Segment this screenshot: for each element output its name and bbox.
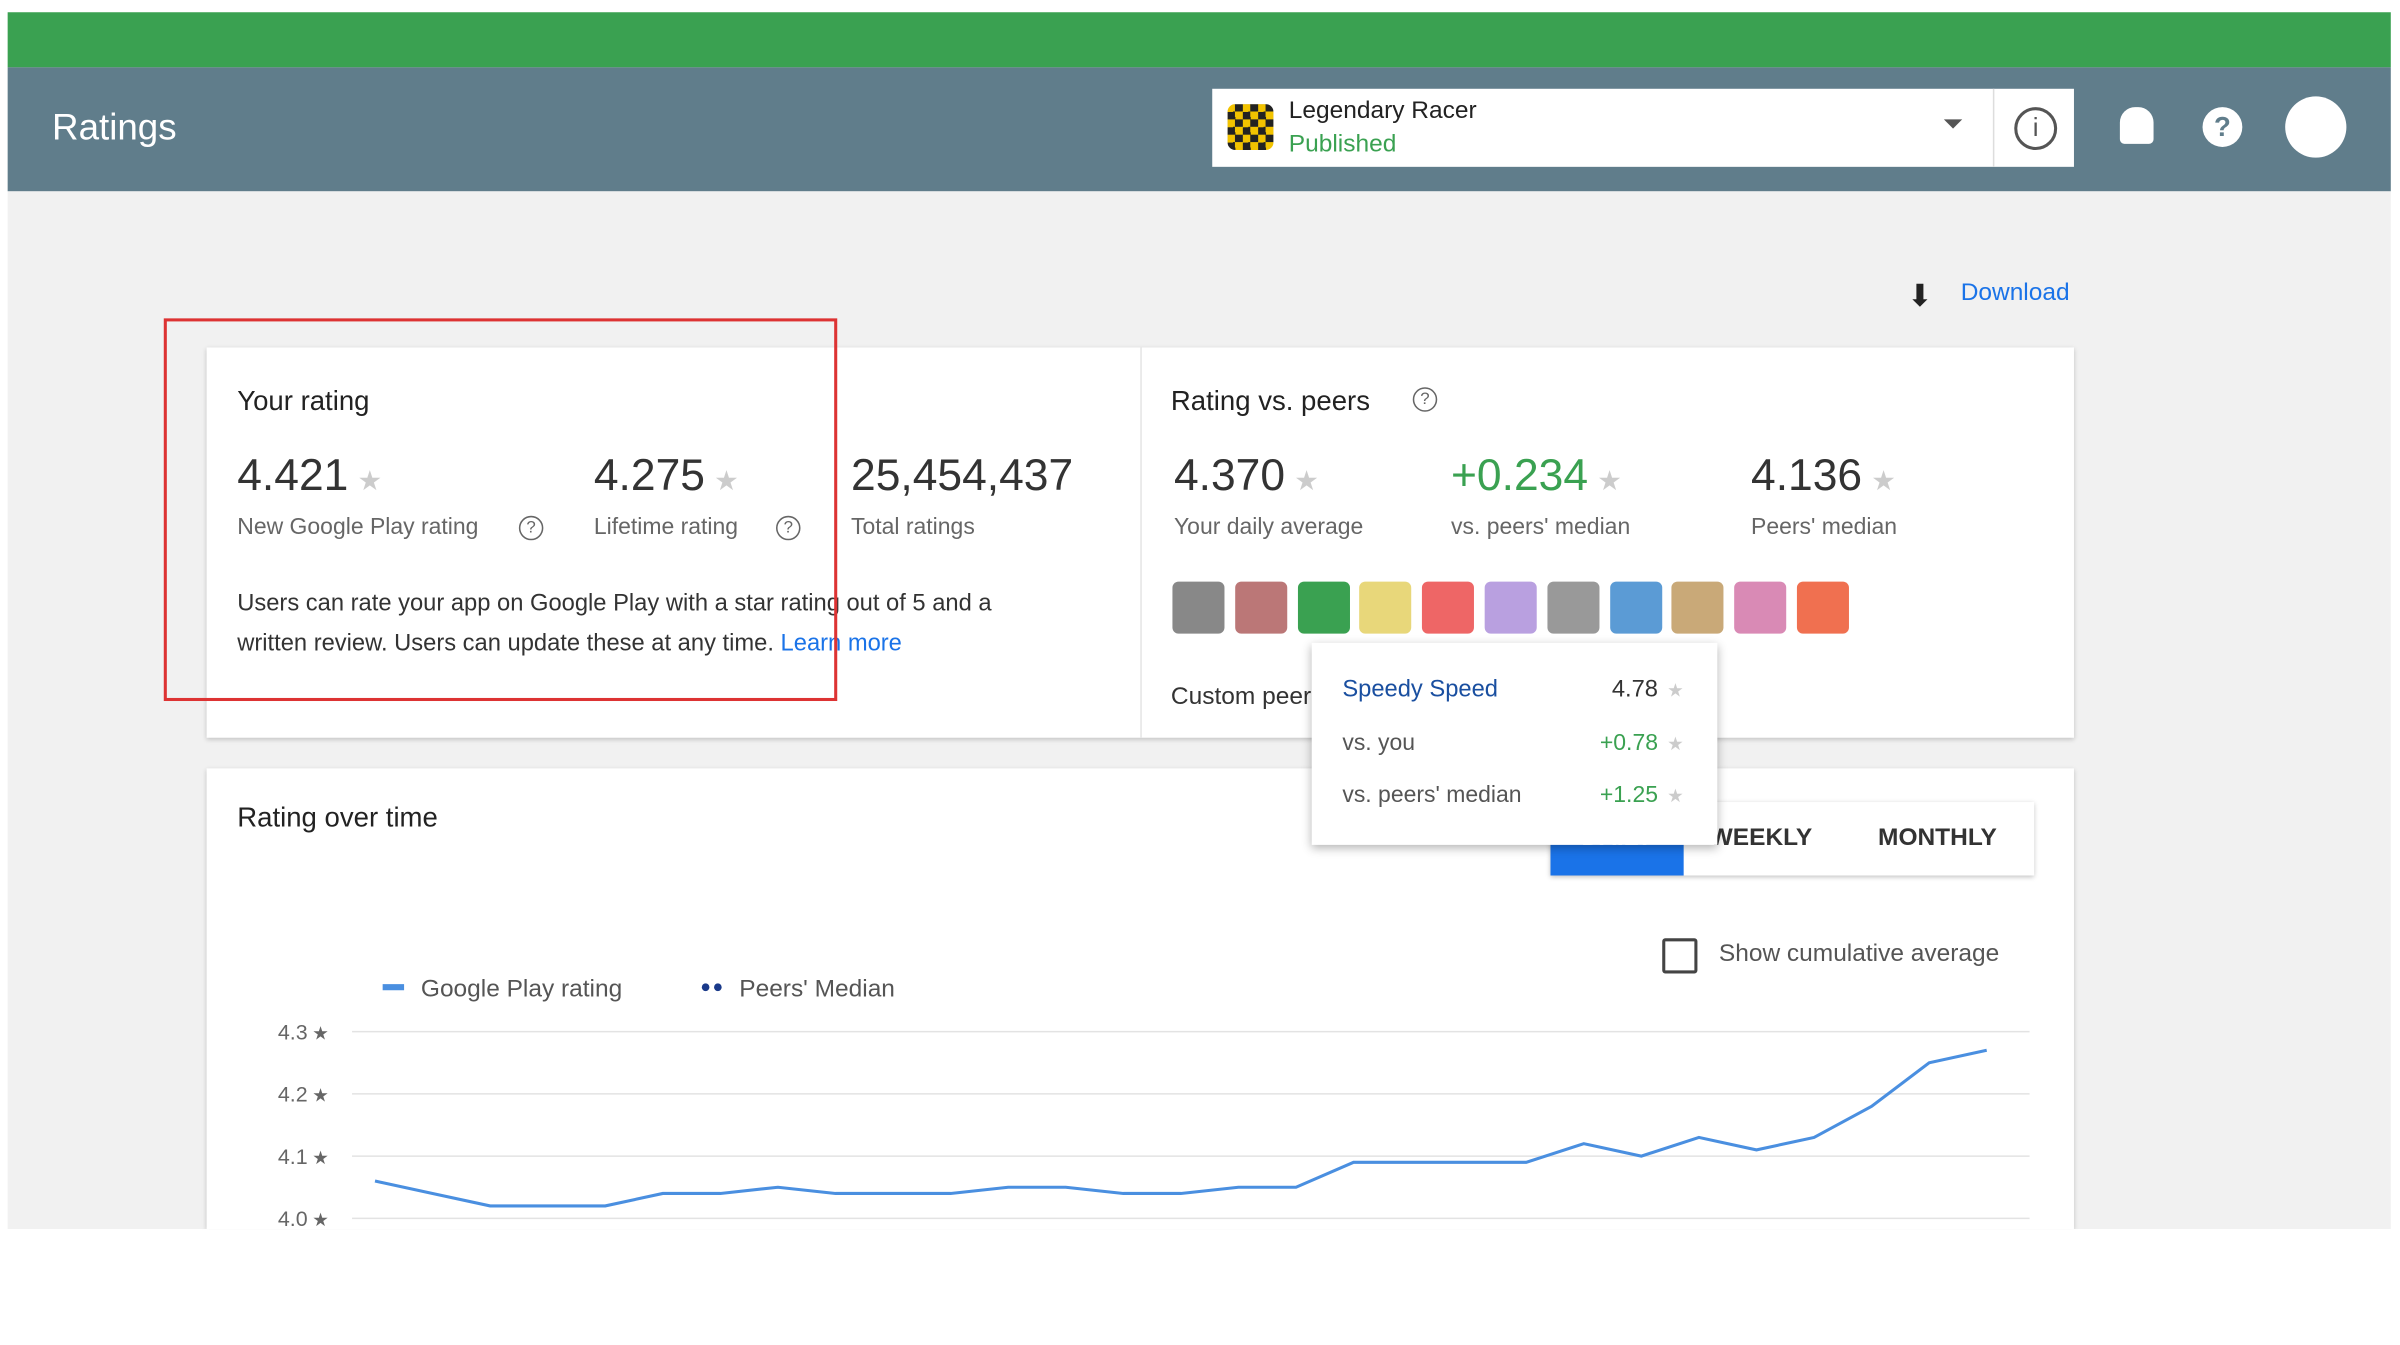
peer-icon[interactable] (1672, 581, 1725, 634)
peer-icon[interactable] (1484, 581, 1537, 634)
metric-label: Total ratings (851, 514, 975, 541)
peer-icon[interactable] (1859, 581, 1912, 634)
row-label: vs. peers' median (1342, 782, 1522, 809)
peer-icon[interactable] (1547, 581, 1600, 634)
metric-number: 25,454,437 (851, 451, 1074, 501)
metric-number: 4.136 (1751, 451, 1863, 501)
tab[interactable]: MONTHLY (1878, 824, 1997, 852)
metric-value: 4.275 ★ (594, 452, 739, 503)
help-icon[interactable]: ? (776, 515, 801, 541)
notifications[interactable] (2119, 107, 2154, 144)
description: Users can rate your app on Google Play w… (237, 585, 1064, 665)
star-icon: ★ (1597, 465, 1622, 496)
star-icon: ★ (714, 465, 739, 496)
star-icon: ★ (1294, 465, 1319, 496)
peer-icon[interactable] (1172, 581, 1225, 634)
learn-more[interactable]: Learn more (780, 630, 902, 657)
line (374, 1048, 1988, 1208)
metric-label: Peers' median (1751, 514, 1898, 541)
row-value: +1.25 ★ (1599, 782, 1684, 809)
tooltip: Speedy Speed 4.78 ★ vs. you +0.78 ★ vs. pe… (1311, 642, 1718, 845)
metric-value: 4.136 ★ (1751, 452, 1896, 503)
section-title: Your rating (237, 385, 370, 417)
rating-card (206, 347, 2074, 738)
tab[interactable]: WEEKLY (1709, 824, 1813, 852)
description-text: Users can rate your app on Google Play w… (237, 590, 992, 657)
divider (1140, 347, 1142, 738)
peer-name: Speedy Speed (1342, 676, 1499, 703)
info-button[interactable]: i (2014, 107, 2058, 150)
y-tick-label: 4.2 (278, 1083, 308, 1107)
highlight-box (163, 318, 838, 702)
metric-label: Lifetime rating (593, 514, 739, 541)
account[interactable] (2285, 96, 2347, 158)
download-link[interactable]: Download (1960, 280, 2070, 307)
metric-value: 4.370 ★ (1174, 452, 1319, 503)
star-icon: ★ (312, 1147, 328, 1168)
row-value-text: +0.78 (1599, 730, 1658, 757)
checkbox[interactable] (1662, 938, 1698, 974)
legend-swatch (701, 983, 710, 992)
row-value-text: +1.25 (1599, 782, 1658, 809)
y-tick-label: 4.0 (278, 1207, 308, 1229)
star-icon: ★ (312, 1209, 328, 1229)
section-title: Rating vs. peers (1170, 385, 1370, 417)
checkbox-label[interactable]: Show cumulative average (1718, 941, 2000, 968)
peer-rating-value: 4.78 (1611, 676, 1658, 703)
peer-icon[interactable] (1422, 581, 1475, 634)
peer-icon[interactable] (1734, 581, 1787, 634)
metric-label: vs. peers' median (1451, 514, 1631, 541)
legend-label: Peers' Median (739, 975, 895, 1002)
metric-number: 4.421 (237, 451, 349, 501)
peer-rating: 4.78 ★ (1611, 676, 1684, 703)
metric-value: +0.234 ★ (1451, 452, 1622, 503)
peer-icon[interactable] (1796, 581, 1849, 634)
page-title: Ratings (52, 107, 177, 149)
section-title: Rating over time (237, 802, 438, 833)
help[interactable]: ? (2202, 107, 2243, 147)
y-tick-label: 4.1 (278, 1145, 308, 1169)
download-icon[interactable]: ⬇ (1907, 280, 1933, 314)
metric-number: 4.275 (593, 451, 705, 501)
peer-icon[interactable] (1359, 581, 1412, 634)
star-icon: ★ (1871, 465, 1896, 496)
custom-peers: Custom peer (1170, 684, 1312, 711)
app-selector[interactable]: Legendary Racer Published i (1212, 88, 2074, 167)
app-status: Published (1288, 131, 1397, 158)
y-tick-label: 4.3 (278, 1020, 308, 1044)
metric-value: 25,454,437 (851, 452, 1073, 503)
peer-icon[interactable] (1609, 581, 1662, 634)
divider (1992, 88, 1995, 167)
help-icon[interactable]: ? (518, 515, 544, 541)
bottom-margin (0, 1229, 2400, 1344)
metric-label: Your daily average (1173, 514, 1364, 541)
star-icon: ★ (312, 1022, 328, 1043)
star-icon: ★ (312, 1085, 328, 1106)
top-bar (7, 12, 2391, 68)
dropdown-arrow (1943, 119, 1963, 137)
legend-label: Google Play rating (421, 975, 622, 1002)
star-icon: ★ (357, 465, 383, 496)
metric-number: 4.370 (1173, 451, 1286, 501)
chart: 4.0 ★4.1 ★4.2 ★4.3 ★Google Play rating Peers'… (278, 975, 2030, 1229)
row-label: vs. you (1342, 730, 1416, 757)
legend-swatch (714, 983, 722, 992)
peer-icon[interactable] (1234, 581, 1287, 634)
metric-number: +0.234 (1451, 451, 1589, 501)
metric-value: 4.421 ★ (237, 452, 382, 503)
app-icon (1227, 104, 1274, 150)
metric-label: New Google Play rating (237, 514, 479, 541)
row-value: +0.78 ★ (1599, 730, 1684, 757)
peer-icon[interactable] (1297, 581, 1350, 634)
help-icon[interactable]: ? (1412, 387, 1438, 412)
app-name: Legendary Racer (1288, 97, 1477, 124)
